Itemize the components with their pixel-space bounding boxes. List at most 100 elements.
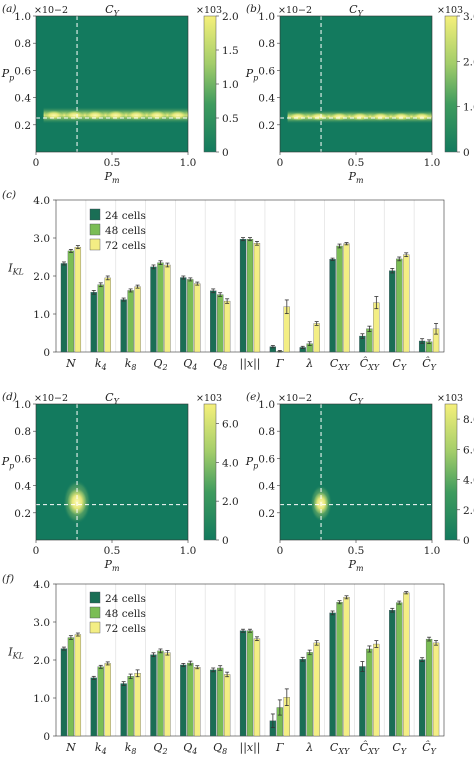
bar: [343, 243, 350, 353]
category-label: ||x||: [239, 357, 260, 371]
bar: [90, 677, 97, 737]
heatmap-band-blob: [43, 110, 64, 121]
y-axis-label: Pp: [245, 67, 258, 82]
heatmap-background: [280, 16, 432, 152]
category-label: Q2: [153, 357, 167, 372]
bar: [239, 238, 247, 353]
heatmap-band-blob: [308, 112, 329, 121]
x-tick-label: 0.5: [348, 545, 365, 557]
x-tick-label: 0.5: [104, 157, 121, 169]
panel-title: CY: [105, 391, 119, 406]
heatmap-background: [36, 16, 188, 152]
bar: [389, 270, 396, 353]
legend-swatch: [89, 208, 101, 221]
legend-swatch: [89, 606, 101, 619]
y-tick-label: 4.0: [33, 579, 50, 591]
y-tick-label: 0.6: [258, 65, 275, 77]
y-tick-label: 0.8: [14, 426, 31, 438]
bar: [253, 243, 261, 353]
bar: [246, 630, 254, 737]
heatmap-band-blob: [391, 112, 412, 121]
category-label: k4: [95, 357, 107, 372]
x-tick-label: 0.5: [104, 545, 121, 557]
bar: [134, 286, 141, 353]
y-tick-label: 1.0: [14, 11, 31, 23]
colorbar-tick-label: 2.0: [222, 11, 239, 23]
y-tick-label: 0.2: [14, 508, 31, 520]
category-label: ĈY: [422, 740, 436, 756]
heatmap-band-blob: [64, 110, 85, 121]
legend-label: 48 cells: [105, 608, 146, 620]
y-tick-label: 2.0: [33, 271, 50, 283]
bar: [313, 323, 320, 353]
bar: [67, 250, 75, 353]
heatmap-band-blob: [167, 110, 188, 121]
category-label: Q4: [183, 741, 197, 756]
category-label: N: [65, 357, 76, 370]
category-label: k4: [95, 741, 107, 756]
colorbar-tick-label: 1.0: [222, 79, 239, 91]
bar: [90, 292, 97, 353]
bar: [313, 642, 320, 737]
heatmap-band-blob: [349, 112, 370, 121]
bar: [403, 254, 410, 353]
bar: [336, 245, 343, 353]
bar: [366, 328, 373, 353]
colorbar-tick-label: 0: [222, 147, 229, 159]
y-axis-label: Pp: [1, 67, 14, 82]
panel-title: CY: [349, 3, 363, 18]
category-label: N: [65, 741, 76, 754]
y-axis-label: Pp: [245, 455, 258, 470]
y-axis-label: IKL: [7, 261, 24, 276]
x-axis-label: Pm: [348, 558, 364, 573]
heatmap-band-blob: [85, 110, 106, 121]
colorbar-exponent: ×103: [196, 393, 222, 404]
heatmap-band-blob: [411, 112, 432, 121]
bar: [336, 602, 343, 737]
y-tick-label: 0.2: [14, 120, 31, 132]
y-tick-label: 0.6: [258, 453, 275, 465]
heatmap-band-blob: [126, 110, 147, 121]
bar: [432, 642, 440, 737]
y-tick-label: 0.4: [14, 481, 31, 493]
panel-label: (e): [246, 391, 260, 403]
category-label: Q8: [213, 741, 227, 756]
y-tick-label: 0.2: [258, 120, 275, 132]
legend-label: 72 cells: [105, 623, 146, 635]
heatmap-panel-e: 0.20.40.60.81.000.51.0×10−2CY(e)PpPm02.0…: [245, 391, 474, 573]
legend-label: 72 cells: [105, 240, 146, 252]
y-tick-label: 1.0: [258, 399, 275, 411]
y-tick-label: 1.0: [258, 11, 275, 23]
bar: [97, 284, 104, 353]
colorbar-exponent: ×103: [437, 5, 463, 16]
category-label: CXY: [330, 741, 350, 756]
colorbar-gradient: [203, 15, 217, 153]
colorbar-tick-label: 2.0: [463, 505, 474, 517]
y-tick-label: 0.8: [258, 38, 275, 50]
colorbar-tick-label: 0: [463, 535, 470, 547]
y-tick-label: 2.0: [33, 655, 50, 667]
x-tick-label: 1.0: [180, 545, 197, 557]
bar: [150, 266, 157, 353]
legend-label: 24 cells: [105, 210, 146, 222]
colorbar-tick-label: 3.0: [463, 11, 474, 23]
legend-swatch: [89, 238, 101, 251]
x-tick-label: 0: [33, 545, 40, 557]
bar: [246, 238, 254, 353]
bar: [194, 283, 201, 353]
panel-label: (f): [2, 573, 14, 585]
bar: [187, 279, 194, 353]
colorbar: 0 2.0 4.0 6.0 ×103: [196, 393, 239, 547]
bar: [127, 290, 134, 353]
colorbar-tick-label: 1.0: [463, 102, 474, 114]
colorbar-tick-label: 2.0: [222, 496, 239, 508]
bar: [403, 592, 410, 737]
panel-label: (d): [2, 391, 17, 403]
y-tick-label: 0.4: [258, 93, 275, 105]
legend-swatch: [89, 591, 101, 604]
y-axis-label: IKL: [7, 645, 24, 660]
y-tick-label: 4.0: [33, 195, 50, 207]
colorbar-tick-label: 2.0: [463, 56, 474, 68]
category-label: CXY: [330, 357, 350, 372]
